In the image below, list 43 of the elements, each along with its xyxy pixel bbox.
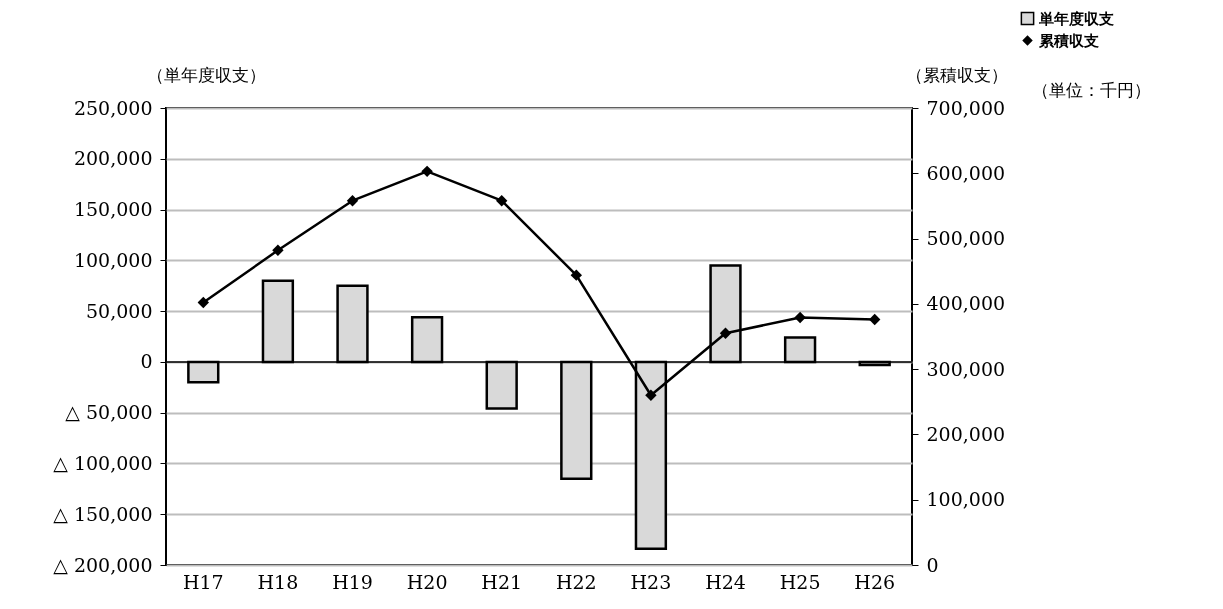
y-tick-label: 100,000 (73, 248, 153, 271)
y2-tick-label: 200,000 (926, 422, 1006, 445)
x-tick-label: H22 (555, 570, 597, 593)
y-tick-label: △ 100,000 (53, 451, 153, 474)
x-tick-label: H19 (332, 570, 373, 593)
point (719, 327, 732, 339)
y2-tick-label: 600,000 (926, 161, 1006, 184)
y2-tick-label: 700,000 (926, 96, 1006, 119)
y-tick-label: 250,000 (73, 96, 153, 119)
point (869, 313, 881, 326)
x-tick-label: H24 (705, 570, 746, 593)
x-tick-label: H23 (630, 570, 672, 593)
legend-label: 単年度収支 (1038, 9, 1114, 28)
point (421, 165, 433, 178)
y-tick-label: △ 50,000 (65, 401, 153, 424)
x-tick-label: H26 (854, 570, 896, 593)
x-tick-label: H25 (779, 570, 821, 593)
point (570, 269, 582, 281)
x-tick-label: H20 (406, 570, 448, 593)
x-tick-label: H18 (257, 570, 299, 593)
y2-tick-label: 300,000 (926, 357, 1006, 380)
y-tick-label: 200,000 (73, 147, 153, 170)
legend-label: 累積収支 (1038, 31, 1099, 50)
point (794, 311, 806, 324)
y2-tick-label: 100,000 (926, 488, 1006, 511)
text: （単位：千円） (1032, 80, 1151, 100)
y-tick-label: 0 (140, 350, 153, 373)
y-tick-label: 50,000 (86, 299, 153, 322)
y-tick-label: △ 200,000 (53, 553, 153, 576)
y2-tick-label: 0 (926, 553, 939, 576)
y-axis-title: （単年度収支） (146, 64, 266, 85)
point (346, 195, 359, 207)
y2-tick-label: 400,000 (926, 292, 1006, 315)
point (197, 296, 209, 309)
y-tick-label: △ 150,000 (53, 502, 153, 525)
point (496, 195, 508, 207)
x-tick-label: H17 (182, 570, 224, 593)
point (645, 389, 657, 401)
y2-tick-label: 500,000 (926, 227, 1006, 250)
x-tick-label: H21 (481, 570, 523, 593)
y2-axis-title: （累積収支） (905, 64, 1008, 85)
point (272, 244, 284, 257)
y-tick-label: 150,000 (73, 198, 153, 221)
